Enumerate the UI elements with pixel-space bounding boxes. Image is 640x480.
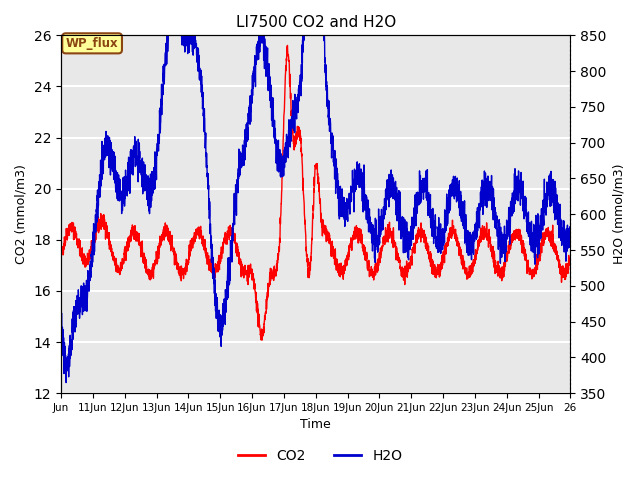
Title: LI7500 CO2 and H2O: LI7500 CO2 and H2O [236,15,396,30]
Y-axis label: CO2 (mmol/m3): CO2 (mmol/m3) [15,164,28,264]
Text: WP_flux: WP_flux [66,37,118,50]
X-axis label: Time: Time [300,419,331,432]
Legend: CO2, H2O: CO2, H2O [232,443,408,468]
Y-axis label: H2O (mmol/m3): H2O (mmol/m3) [612,164,625,264]
